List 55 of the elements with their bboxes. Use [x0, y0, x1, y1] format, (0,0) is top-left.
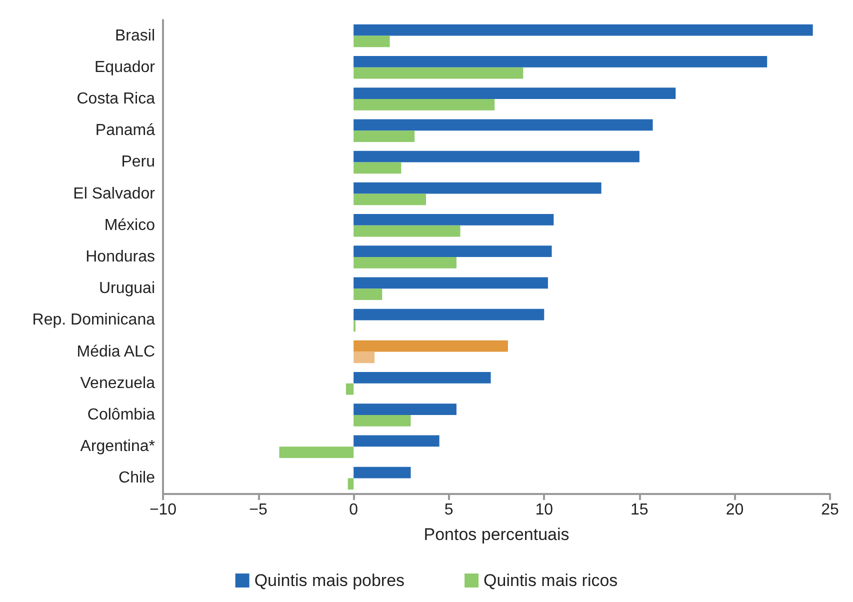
bar	[354, 67, 524, 79]
bar	[354, 150, 640, 162]
x-tick-label: 20	[726, 502, 744, 518]
bar	[354, 288, 382, 300]
y-tick-label: Equador	[94, 58, 156, 76]
y-tick-label: Uruguai	[98, 280, 155, 298]
bar	[354, 277, 548, 289]
bar	[354, 36, 390, 48]
y-tick-label: México	[104, 216, 156, 234]
bar	[354, 88, 676, 99]
x-tick-label: 10	[535, 502, 554, 518]
x-tick-label: −10	[149, 502, 177, 518]
x-tick-label: 15	[630, 502, 648, 518]
bar	[354, 182, 602, 194]
bar	[354, 415, 411, 426]
y-tick-label: Venezuela	[80, 374, 156, 392]
bar	[354, 257, 456, 268]
y-tick-label: El Salvador	[73, 185, 156, 202]
y-tick-label: Peru	[121, 154, 155, 171]
x-tick-label: 5	[444, 502, 454, 518]
x-axis-title: Pontos percentuais	[424, 525, 570, 544]
y-tick-label: Rep. Dominicana	[32, 312, 156, 329]
bar	[354, 466, 411, 478]
legend-label: Quintis mais pobres	[254, 571, 405, 590]
y-tick-label: Costa Rica	[76, 90, 156, 108]
y-tick-label: Brasil	[114, 27, 155, 44]
bar	[354, 308, 544, 320]
bar	[279, 446, 354, 458]
bar	[354, 130, 415, 142]
bar	[354, 24, 813, 36]
y-tick-label: Chile	[118, 470, 156, 487]
x-tick-label: 0	[349, 502, 358, 518]
x-tick-label: −5	[249, 502, 268, 518]
bar	[354, 194, 426, 206]
x-tick-label: 25	[821, 502, 839, 518]
bar	[354, 404, 456, 415]
y-tick-label: Honduras	[86, 248, 155, 266]
y-tick-label: Colômbia	[87, 406, 156, 424]
bar	[354, 352, 375, 364]
legend-label: Quintis mais ricos	[484, 571, 618, 590]
bar	[354, 225, 460, 237]
y-tick-label: Média ALC	[76, 343, 155, 360]
bar	[354, 119, 653, 131]
bar	[354, 340, 508, 352]
bar	[348, 478, 354, 490]
bar	[354, 246, 552, 257]
bar	[354, 435, 440, 447]
bar	[354, 214, 554, 226]
y-tick-label: Argentina*	[80, 438, 155, 456]
bar	[354, 56, 768, 68]
bar	[346, 383, 354, 395]
bar	[354, 99, 495, 110]
bar	[354, 162, 402, 174]
y-tick-label: Panamá	[95, 122, 156, 140]
bar	[354, 372, 491, 384]
